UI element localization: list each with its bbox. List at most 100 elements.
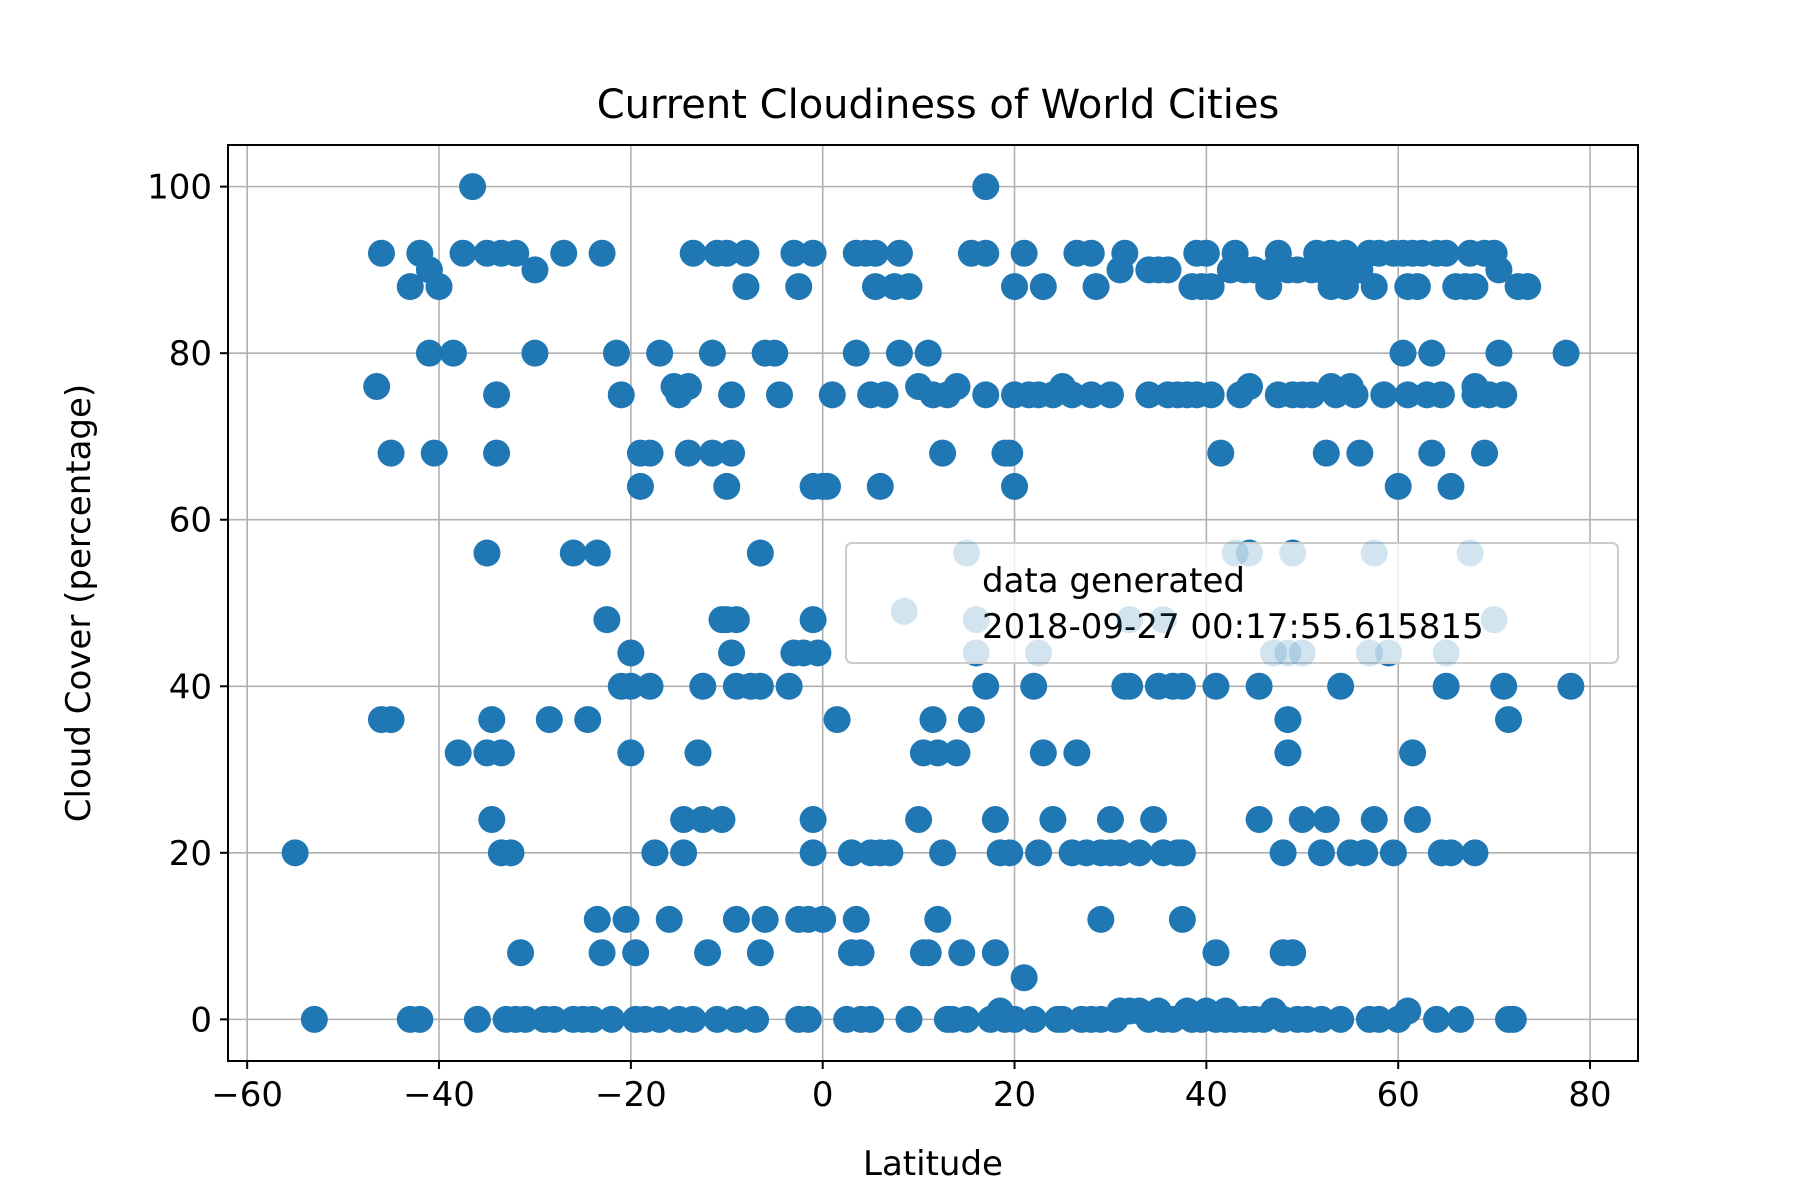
data-points	[281, 173, 1585, 1033]
data-point	[981, 806, 1009, 834]
data-point	[1274, 706, 1302, 734]
x-tick-label: −20	[595, 1075, 667, 1115]
data-point	[367, 239, 395, 267]
data-point	[847, 939, 875, 967]
data-point	[497, 839, 525, 867]
x-tick-label: 0	[812, 1075, 834, 1115]
data-point	[1279, 939, 1307, 967]
data-point	[415, 339, 443, 367]
legend: data generated 2018-09-27 00:17:55.61581…	[845, 542, 1619, 664]
data-point	[583, 539, 611, 567]
data-point	[444, 739, 472, 767]
data-point	[732, 273, 760, 301]
data-point	[861, 239, 889, 267]
legend-line-1: data generated	[982, 561, 1245, 601]
data-point	[785, 273, 813, 301]
data-point	[953, 539, 981, 567]
data-point	[953, 1005, 981, 1033]
data-point	[1029, 273, 1057, 301]
data-point	[449, 239, 477, 267]
data-point	[1423, 1005, 1451, 1033]
data-point	[598, 1005, 626, 1033]
data-point	[593, 606, 621, 634]
data-point	[948, 939, 976, 967]
data-point	[722, 905, 750, 933]
data-point	[914, 939, 942, 967]
legend-box	[845, 542, 1619, 664]
data-point	[674, 372, 702, 400]
data-point	[535, 706, 563, 734]
x-tick-label: −60	[211, 1075, 283, 1115]
data-point	[722, 1005, 750, 1033]
data-point	[1485, 339, 1513, 367]
data-point	[1077, 239, 1105, 267]
data-point	[1437, 839, 1465, 867]
data-point	[588, 939, 616, 967]
data-point	[871, 381, 899, 409]
data-point	[718, 439, 746, 467]
data-point	[1327, 672, 1355, 700]
x-tick-label: 20	[993, 1075, 1036, 1115]
data-point	[1063, 739, 1091, 767]
data-point	[751, 905, 779, 933]
data-point	[1365, 1005, 1393, 1033]
x-tick-label: 80	[1568, 1075, 1611, 1115]
data-point	[396, 273, 424, 301]
data-point	[1202, 672, 1230, 700]
data-point	[420, 439, 448, 467]
data-point	[1346, 439, 1374, 467]
data-point	[885, 239, 913, 267]
data-point	[636, 672, 664, 700]
data-point	[713, 239, 741, 267]
data-point	[924, 905, 952, 933]
data-point	[1389, 339, 1417, 367]
data-point	[1116, 606, 1144, 634]
data-point	[1087, 905, 1115, 933]
data-point	[1394, 381, 1422, 409]
data-point	[1360, 539, 1388, 567]
data-point	[809, 905, 837, 933]
y-tick-label: 60	[169, 501, 212, 541]
data-point	[703, 1005, 731, 1033]
y-axis-label: Cloud Cover (percentage)	[59, 384, 99, 822]
data-point	[929, 439, 957, 467]
data-point	[972, 173, 1000, 201]
data-point	[617, 739, 645, 767]
data-point	[857, 1005, 885, 1033]
data-point	[799, 606, 827, 634]
data-point	[1490, 672, 1518, 700]
data-point	[876, 839, 904, 867]
data-point	[1116, 672, 1144, 700]
data-point	[780, 239, 808, 267]
data-point	[943, 739, 971, 767]
y-tick-label: 80	[169, 334, 212, 374]
data-point	[943, 372, 971, 400]
x-axis-label: Latitude	[863, 1144, 1003, 1184]
data-point	[588, 239, 616, 267]
data-point	[617, 639, 645, 667]
data-point	[813, 472, 841, 500]
data-point	[689, 806, 717, 834]
data-point	[670, 806, 698, 834]
data-point	[1471, 439, 1499, 467]
data-point	[1288, 806, 1316, 834]
data-point	[1514, 273, 1542, 301]
data-point	[550, 239, 578, 267]
data-point	[559, 539, 587, 567]
data-point	[1077, 381, 1105, 409]
legend-line-2: 2018-09-27 00:17:55.615815	[982, 607, 1484, 647]
data-point	[1432, 239, 1460, 267]
data-point	[746, 539, 774, 567]
data-point	[1432, 639, 1460, 667]
data-point	[1480, 606, 1508, 634]
data-point	[473, 539, 501, 567]
data-point	[746, 672, 774, 700]
y-tick-label: 100	[147, 168, 212, 208]
data-point	[622, 939, 650, 967]
data-point	[1418, 439, 1446, 467]
data-point	[507, 939, 535, 967]
data-point	[1351, 839, 1379, 867]
y-tick-label: 0	[190, 1000, 212, 1040]
data-point	[924, 739, 952, 767]
